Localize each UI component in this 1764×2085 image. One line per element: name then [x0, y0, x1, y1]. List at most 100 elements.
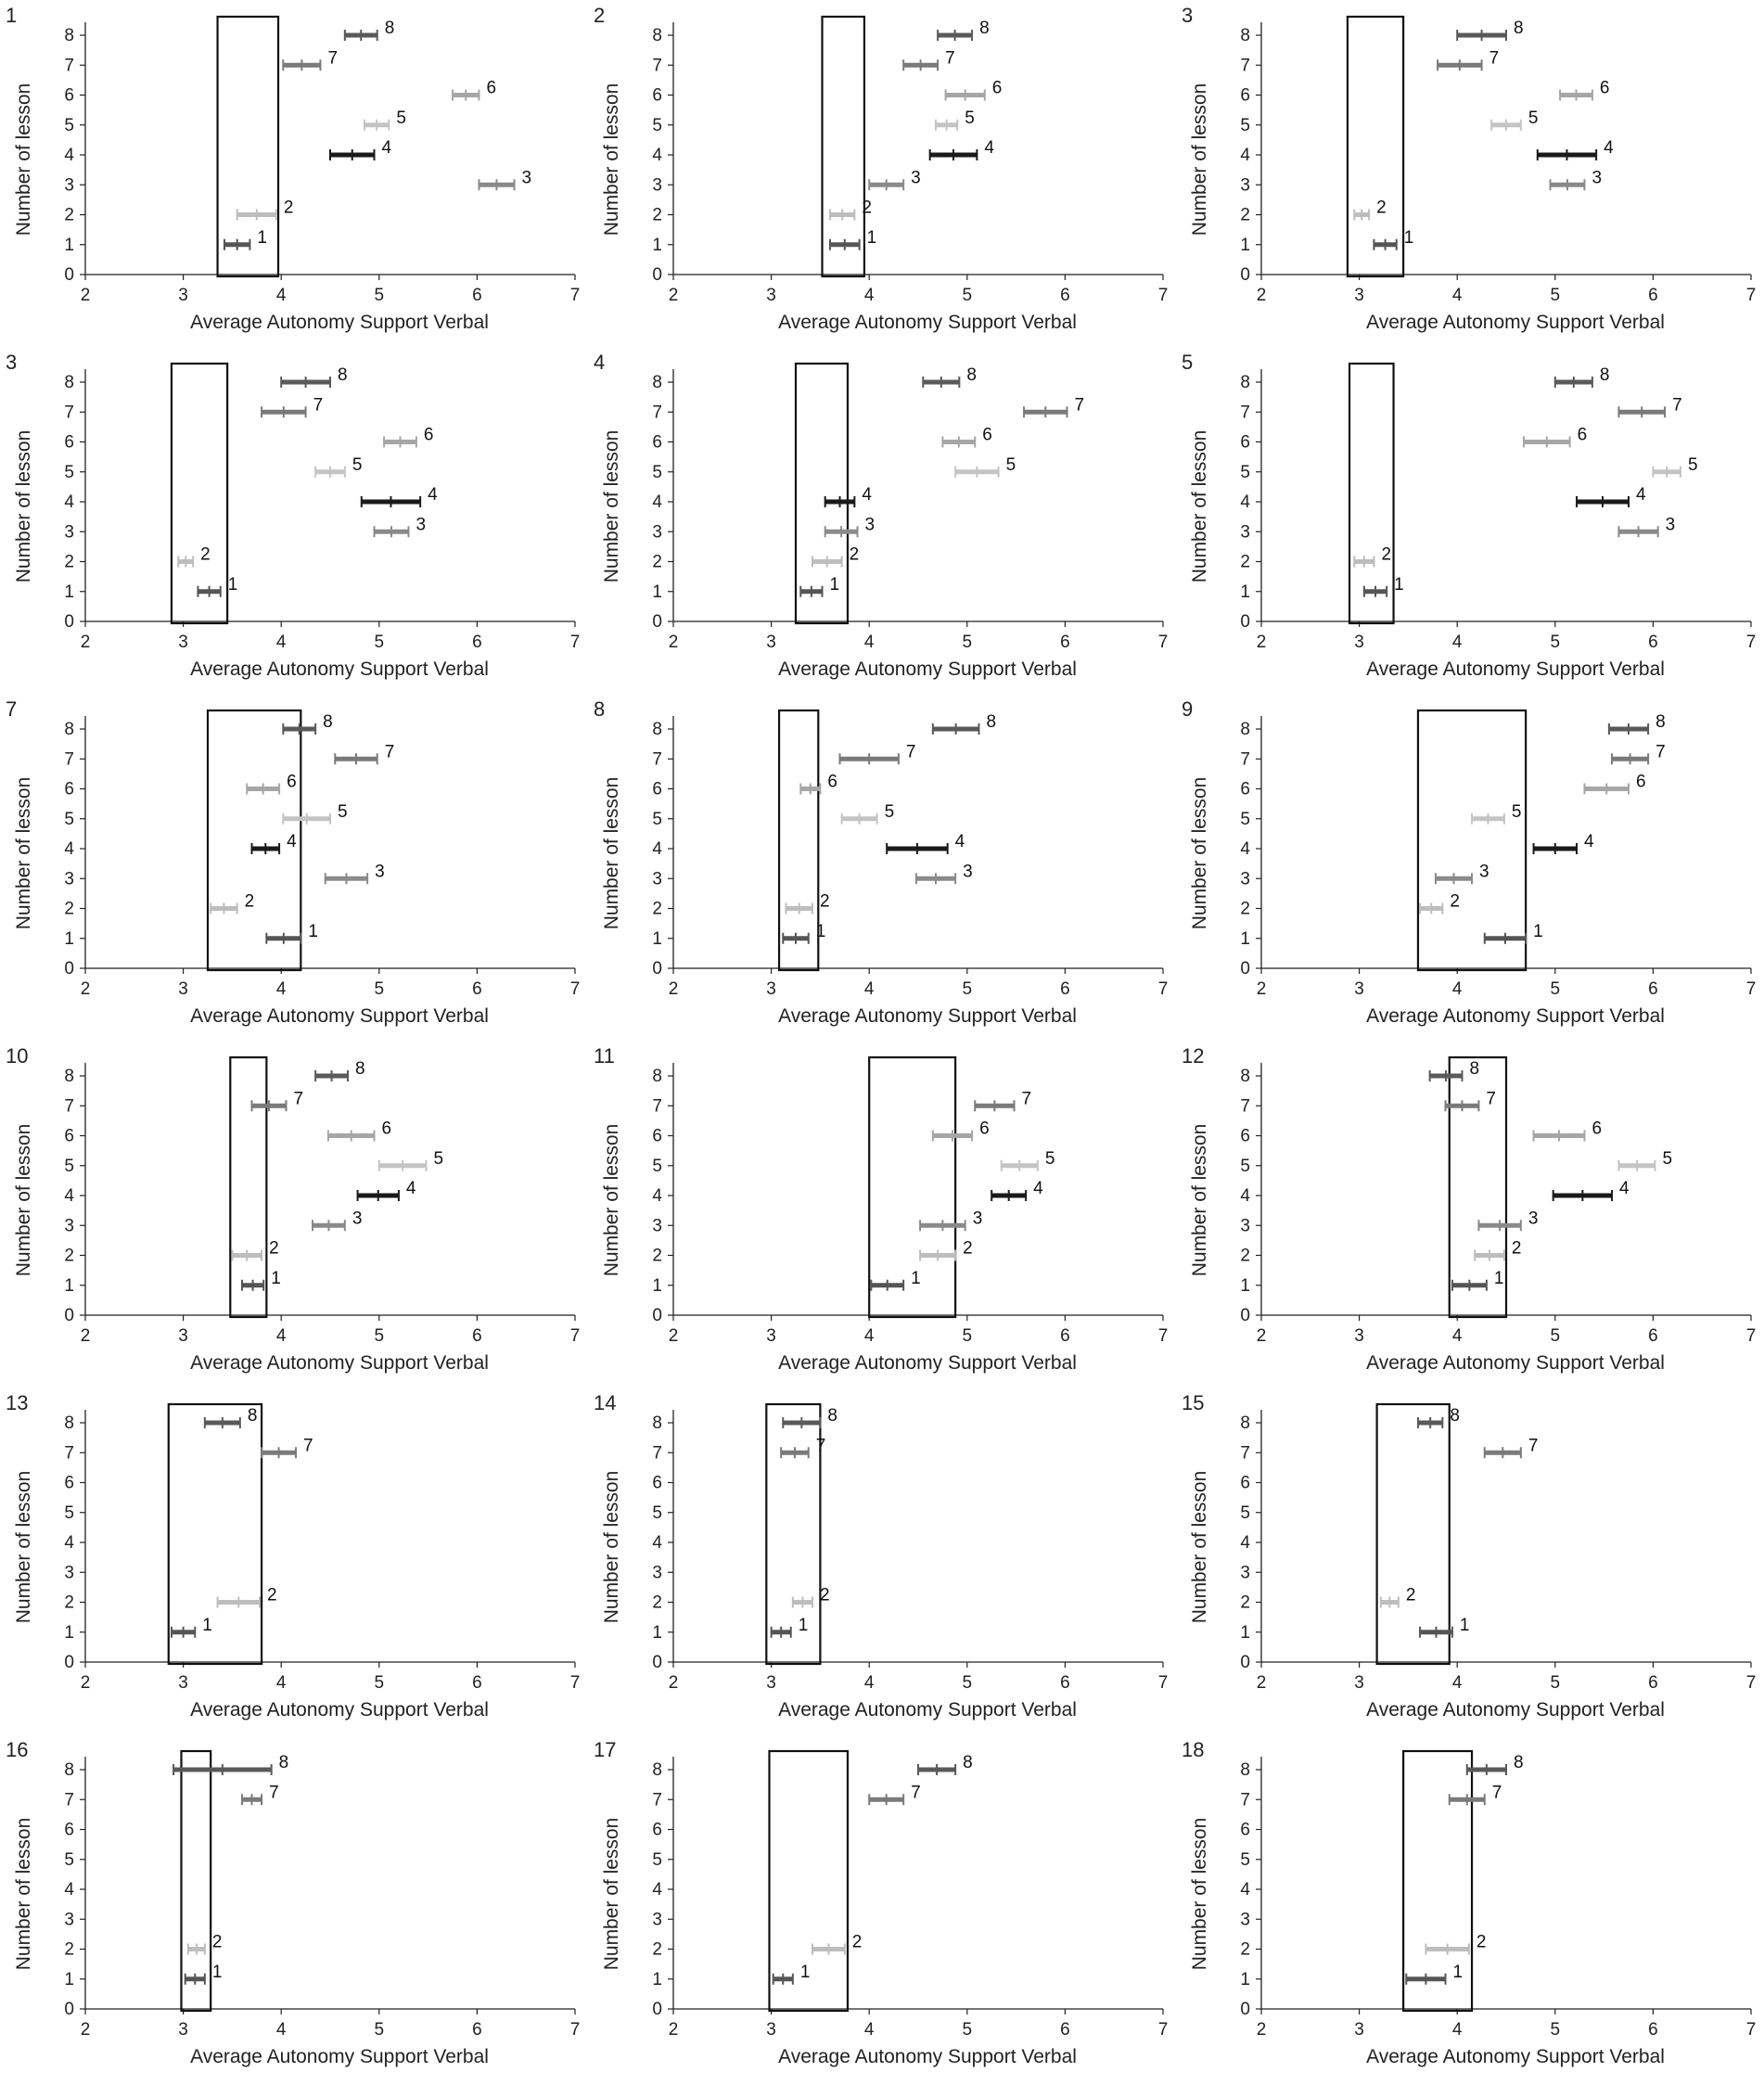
y-tick-label: 5: [64, 463, 74, 482]
interval-label: 1: [867, 228, 877, 248]
y-tick-label: 2: [64, 1247, 74, 1266]
interval-lesson-7: 7: [1023, 395, 1084, 418]
y-tick-label: 4: [1240, 1533, 1250, 1553]
interval-lesson-4: 4: [991, 1179, 1043, 1201]
x-tick-label: 6: [1648, 979, 1658, 999]
x-axis-title: Average Autonomy Support Verbal: [1366, 1699, 1665, 1720]
y-tick-label: 4: [652, 839, 662, 859]
y-axis-title: Number of lesson: [13, 430, 34, 583]
x-tick-label: 5: [963, 286, 973, 305]
chart-panel: 15 0 1 2 3 4 5 6 7 8 2 3 4 5 6 7 Average Autonomy Suppor…: [1176, 1388, 1764, 1734]
interval-lesson-5: 5: [377, 1149, 443, 1171]
interval-label: 3: [415, 515, 426, 534]
interval-lesson-5: 5: [840, 802, 895, 825]
panel-label: 13: [6, 1391, 28, 1414]
interval-lesson-8: 8: [280, 365, 348, 388]
interval-lesson-4: 4: [329, 138, 392, 160]
x-tick-label: 6: [1060, 286, 1070, 305]
interval-lesson-6: 6: [931, 1119, 990, 1142]
interval-label: 1: [257, 228, 267, 248]
interval-label: 7: [1672, 395, 1682, 415]
y-tick-label: 3: [1240, 869, 1250, 889]
x-tick-label: 2: [669, 633, 679, 652]
x-tick-label: 5: [375, 286, 385, 305]
y-tick-label: 7: [64, 749, 74, 769]
y-axis-title: Number of lesson: [1189, 430, 1210, 583]
interval-label: 2: [267, 1586, 277, 1605]
interval-label: 6: [1600, 79, 1610, 98]
chart-panel: 4 0 1 2 3 4 5 6 7 8 2 3 4 5 6 7 Average Autonomy Support…: [588, 347, 1176, 694]
x-tick-label: 7: [1746, 633, 1757, 652]
interval-lesson-3: 3: [478, 168, 532, 191]
interval-label: 5: [885, 802, 895, 822]
x-tick-label: 6: [472, 1673, 482, 1693]
interval-lesson-8: 8: [922, 365, 977, 388]
y-tick-label: 3: [64, 869, 74, 889]
interval-lesson-7: 7: [1437, 48, 1499, 71]
interval-label: 7: [293, 1089, 303, 1108]
interval-label: 7: [303, 1436, 313, 1455]
interval-label: 8: [355, 1059, 365, 1079]
y-tick-label: 6: [1240, 433, 1250, 453]
x-tick-label: 3: [766, 2020, 776, 2040]
panel-label: 16: [6, 1738, 28, 1761]
y-tick-label: 6: [1240, 1821, 1250, 1840]
interval-label: 4: [1619, 1179, 1630, 1198]
interval-lesson-1: 1: [1362, 575, 1404, 597]
interval-label: 8: [323, 712, 333, 732]
y-tick-label: 2: [1240, 206, 1250, 225]
interval-label: 3: [1591, 168, 1602, 187]
interval-label: 8: [1514, 1753, 1524, 1772]
x-axis-title: Average Autonomy Support Verbal: [1366, 1352, 1665, 1374]
y-tick-label: 1: [1240, 929, 1250, 949]
interval-lesson-3: 3: [868, 168, 921, 191]
interval-label: 4: [1604, 138, 1614, 158]
interval-lesson-6: 6: [941, 426, 992, 448]
interval-label: 8: [1514, 19, 1524, 38]
x-tick-label: 6: [1060, 1326, 1070, 1346]
y-tick-label: 2: [1240, 1940, 1250, 1960]
panel-label: 9: [1182, 697, 1193, 721]
interval-lesson-5: 5: [954, 455, 1016, 478]
interval-lesson-8: 8: [782, 1406, 837, 1428]
interval-label: 4: [1636, 485, 1646, 505]
y-tick-label: 6: [652, 1127, 662, 1146]
interval-lesson-6: 6: [1532, 1119, 1602, 1142]
interval-lesson-1: 1: [1451, 1269, 1503, 1291]
interval-lesson-5: 5: [935, 109, 975, 131]
interval-label: 6: [827, 773, 837, 792]
chart-panel: 9 0 1 2 3 4 5 6 7 8 2 3 4 5 6 7 Average Autonomy Support…: [1176, 694, 1764, 1041]
interval-label: 1: [308, 922, 318, 941]
x-tick-label: 6: [1060, 1673, 1070, 1693]
y-tick-label: 7: [1240, 749, 1250, 769]
interval-label: 7: [1655, 742, 1666, 761]
interval-lesson-1: 1: [772, 1963, 810, 1985]
y-tick-label: 3: [652, 175, 662, 195]
interval-label: 5: [1045, 1149, 1055, 1169]
interval-lesson-7: 7: [250, 1089, 303, 1112]
interval-label: 5: [396, 109, 406, 128]
highlight-box: [1402, 1749, 1474, 2013]
panel-label: 1: [6, 4, 17, 27]
interval-lesson-7: 7: [838, 742, 915, 765]
x-axis-title: Average Autonomy Support Verbal: [778, 1699, 1077, 1720]
panel-label: 3: [1182, 4, 1193, 27]
x-tick-label: 3: [766, 1673, 776, 1693]
panel-label: 12: [1182, 1044, 1204, 1068]
interval-label: 2: [200, 545, 211, 565]
interval-label: 4: [406, 1179, 416, 1198]
x-tick-label: 4: [1452, 2020, 1463, 2040]
y-tick-label: 8: [1240, 1413, 1250, 1433]
interval-label: 3: [522, 168, 532, 187]
interval-lesson-4: 4: [824, 485, 872, 507]
x-tick-label: 4: [276, 1673, 287, 1693]
x-axis-title: Average Autonomy Support Verbal: [190, 1352, 489, 1374]
interval-label: 2: [1512, 1239, 1522, 1259]
chart-panel: 17 0 1 2 3 4 5 6 7 8 2 3 4 5 6 7 Average Autonomy Suppor…: [588, 1734, 1176, 2081]
x-tick-label: 6: [1060, 979, 1070, 999]
chart-panel: 18 0 1 2 3 4 5 6 7 8 2 3 4 5 6 7 Average Autonomy Suppor…: [1176, 1734, 1764, 2081]
